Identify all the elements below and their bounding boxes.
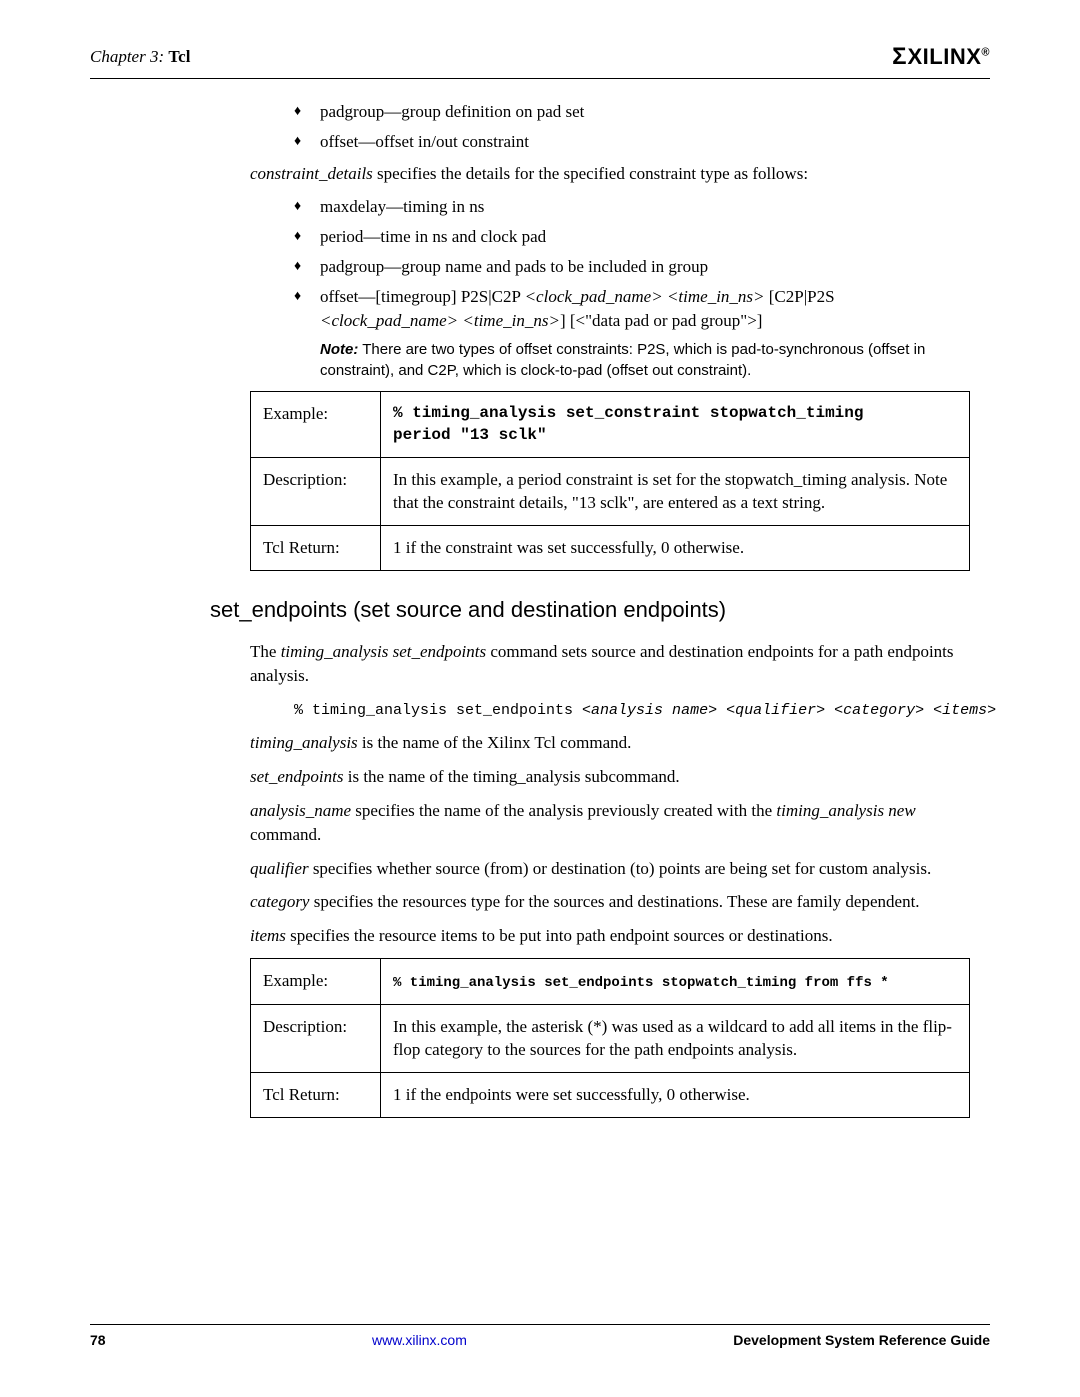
- example-table-1: Example: % timing_analysis set_constrain…: [250, 391, 970, 571]
- emphasis: qualifier: [250, 859, 309, 878]
- row-label: Tcl Return:: [251, 526, 381, 571]
- emphasis: <clock_pad_name> <time_in_ns>: [525, 287, 765, 306]
- xilinx-logo: ΣXILINX®: [892, 40, 990, 74]
- emphasis: constraint_details: [250, 164, 373, 183]
- table-row: Tcl Return: 1 if the endpoints were set …: [251, 1073, 970, 1118]
- text: specifies the details for the specified …: [373, 164, 808, 183]
- table-row: Description: In this example, the asteri…: [251, 1004, 970, 1073]
- se-p2: set_endpoints is the name of the timing_…: [250, 765, 970, 789]
- row-label: Tcl Return:: [251, 1073, 381, 1118]
- list-item: offset—offset in/out constraint: [294, 130, 970, 154]
- footer-guide: Development System Reference Guide: [733, 1331, 990, 1351]
- se-p4: qualifier specifies whether source (from…: [250, 857, 970, 881]
- text: specifies the resources type for the sou…: [309, 892, 919, 911]
- text: is the name of the Xilinx Tcl command.: [358, 733, 632, 752]
- code-ital: <analysis name> <qualifier> <category> <…: [582, 702, 996, 719]
- text: offset—[timegroup] P2S|C2P: [320, 287, 525, 306]
- emphasis: analysis_name: [250, 801, 351, 820]
- se-code-line: % timing_analysis set_endpoints <analysi…: [294, 697, 970, 721]
- bullets-top: padgroup—group definition on pad set off…: [294, 100, 970, 154]
- page-header: Chapter 3: Tcl ΣXILINX®: [90, 40, 990, 79]
- footer-url[interactable]: www.xilinx.com: [372, 1331, 467, 1351]
- logo-mark-icon: Σ: [892, 43, 903, 70]
- text: command.: [250, 825, 321, 844]
- logo-text: XILINX: [907, 44, 981, 69]
- list-item: maxdelay—timing in ns: [294, 195, 970, 219]
- row-value: In this example, a period constraint is …: [381, 457, 970, 526]
- code-line: % timing_analysis set_constraint stopwat…: [393, 402, 957, 424]
- table-row: Example: % timing_analysis set_endpoints…: [251, 959, 970, 1005]
- note-block: Note: There are two types of offset cons…: [320, 340, 970, 381]
- emphasis: category: [250, 892, 309, 911]
- emphasis: <clock_pad_name> <time_in_ns>: [320, 311, 560, 330]
- chapter-title: Tcl: [168, 47, 190, 66]
- text: ] [<"data pad or pad group">]: [560, 311, 763, 330]
- code-plain: % timing_analysis set_endpoints: [294, 702, 582, 719]
- table-row: Description: In this example, a period c…: [251, 457, 970, 526]
- list-item: offset—[timegroup] P2S|C2P <clock_pad_na…: [294, 285, 970, 333]
- list-item: padgroup—group name and pads to be inclu…: [294, 255, 970, 279]
- se-p6: items specifies the resource items to be…: [250, 924, 970, 948]
- emphasis: items: [250, 926, 286, 945]
- text: The: [250, 642, 281, 661]
- chapter-label: Chapter 3: Tcl: [90, 45, 190, 69]
- code-line: % timing_analysis set_endpoints stopwatc…: [393, 975, 889, 991]
- row-label: Description:: [251, 1004, 381, 1073]
- bullets-details: maxdelay—timing in ns period—time in ns …: [294, 195, 970, 332]
- se-intro: The timing_analysis set_endpoints comman…: [250, 640, 970, 688]
- row-label: Description:: [251, 457, 381, 526]
- note-label: Note:: [320, 341, 358, 358]
- text: [C2P|P2S: [765, 287, 835, 306]
- list-item: padgroup—group definition on pad set: [294, 100, 970, 124]
- section-heading: set_endpoints (set source and destinatio…: [210, 595, 970, 626]
- row-value: In this example, the asterisk (*) was us…: [381, 1004, 970, 1073]
- row-label: Example:: [251, 391, 381, 457]
- table-row: Tcl Return: 1 if the constraint was set …: [251, 526, 970, 571]
- constraint-details-intro: constraint_details specifies the details…: [250, 162, 970, 186]
- text: specifies the resource items to be put i…: [286, 926, 833, 945]
- page-content: padgroup—group definition on pad set off…: [250, 100, 970, 1138]
- se-p1: timing_analysis is the name of the Xilin…: [250, 731, 970, 755]
- list-item: period—time in ns and clock pad: [294, 225, 970, 249]
- chapter-prefix: Chapter 3:: [90, 47, 164, 66]
- emphasis: timing_analysis: [250, 733, 358, 752]
- emphasis: set_endpoints: [250, 767, 344, 786]
- note-text: There are two types of offset constraint…: [320, 341, 925, 378]
- row-value: 1 if the constraint was set successfully…: [381, 526, 970, 571]
- logo-reg: ®: [981, 47, 990, 59]
- page-footer: 78 www.xilinx.com Development System Ref…: [90, 1324, 990, 1351]
- page-number: 78: [90, 1331, 106, 1351]
- code-line: period "13 sclk": [393, 424, 957, 446]
- table-row: Example: % timing_analysis set_constrain…: [251, 391, 970, 457]
- text: is the name of the timing_analysis subco…: [344, 767, 680, 786]
- emphasis: timing_analysis set_endpoints: [281, 642, 486, 661]
- row-value: % timing_analysis set_constraint stopwat…: [381, 391, 970, 457]
- text: specifies the name of the analysis previ…: [351, 801, 776, 820]
- row-label: Example:: [251, 959, 381, 1005]
- text: specifies whether source (from) or desti…: [309, 859, 932, 878]
- row-value: 1 if the endpoints were set successfully…: [381, 1073, 970, 1118]
- se-p3: analysis_name specifies the name of the …: [250, 799, 970, 847]
- emphasis: timing_analysis new: [776, 801, 915, 820]
- row-value: % timing_analysis set_endpoints stopwatc…: [381, 959, 970, 1005]
- example-table-2: Example: % timing_analysis set_endpoints…: [250, 958, 970, 1118]
- se-p5: category specifies the resources type fo…: [250, 890, 970, 914]
